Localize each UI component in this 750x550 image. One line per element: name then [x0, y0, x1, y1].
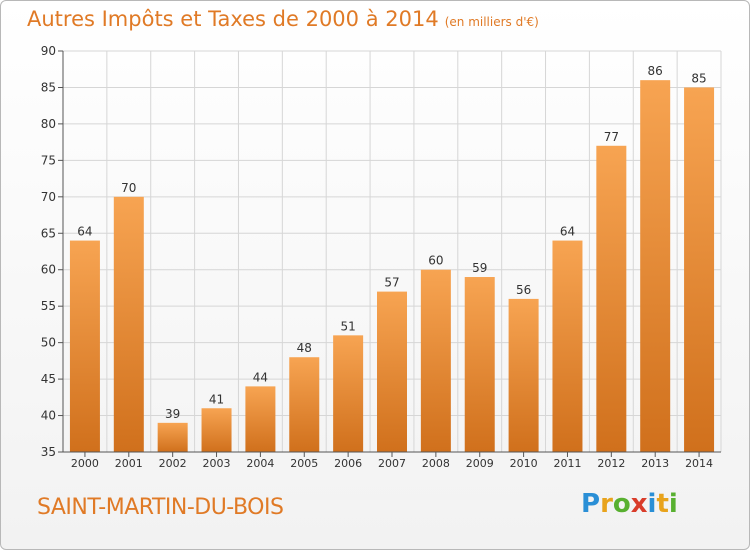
x-tick-label: 2009 — [466, 457, 494, 470]
x-tick-label: 2007 — [378, 457, 406, 470]
data-label: 85 — [691, 71, 706, 85]
y-tick-label: 85 — [41, 80, 56, 94]
x-tick-label: 2008 — [422, 457, 450, 470]
y-tick-label: 75 — [41, 153, 56, 167]
bar-2000 — [69, 240, 100, 452]
bar-2006 — [333, 335, 364, 452]
x-tick-label: 2004 — [246, 457, 274, 470]
y-tick-label: 65 — [41, 226, 56, 240]
x-tick-label: 2001 — [115, 457, 143, 470]
bar-2001 — [113, 196, 144, 452]
chart-title-text: Autres Impôts et Taxes de 2000 à 2014 — [27, 7, 439, 31]
x-tick-label: 2006 — [334, 457, 362, 470]
x-tick-label: 2010 — [510, 457, 538, 470]
data-label: 41 — [209, 392, 224, 406]
chart-subtitle: (en milliers d'€) — [444, 15, 539, 29]
bar-2005 — [289, 357, 320, 452]
x-tick-label: 2011 — [553, 457, 581, 470]
bar-2008 — [420, 269, 451, 452]
bar-2013 — [640, 80, 671, 452]
bar-2004 — [245, 386, 276, 452]
data-label: 44 — [253, 370, 268, 384]
x-tick-label: 2013 — [641, 457, 669, 470]
brand-letter: i — [668, 489, 678, 519]
bar-2007 — [377, 291, 407, 452]
data-label: 57 — [384, 276, 399, 290]
bar-2014 — [684, 87, 715, 453]
data-label: 56 — [516, 283, 531, 297]
x-tick-label: 2003 — [203, 457, 231, 470]
brand-letter: r — [600, 489, 613, 519]
y-tick-label: 40 — [41, 409, 56, 423]
bar-2012 — [596, 145, 627, 453]
brand-letter: x — [630, 489, 648, 519]
data-label: 70 — [121, 181, 136, 195]
brand-letter: t — [656, 489, 669, 519]
y-tick-label: 55 — [41, 299, 56, 313]
brand-letter: o — [612, 489, 631, 519]
bar-2009 — [464, 277, 495, 452]
x-tick-label: 2002 — [159, 457, 187, 470]
y-tick-label: 80 — [41, 117, 56, 131]
y-tick-label: 90 — [41, 44, 56, 58]
commune-name: SAINT-MARTIN-DU-BOIS — [37, 495, 284, 520]
proxiti-logo[interactable]: Proxiti — [581, 489, 678, 525]
y-tick-label: 45 — [41, 372, 56, 386]
bar-2010 — [508, 298, 539, 452]
axes: 35 40 45 50 55 60 65 70 75 80 85 90 2000 2001 2002 2003… — [41, 44, 721, 470]
bar-2003 — [201, 408, 232, 452]
data-label: 59 — [472, 261, 487, 275]
data-label: 64 — [560, 225, 575, 239]
data-label: 77 — [604, 130, 619, 144]
y-tick-label: 35 — [41, 445, 56, 459]
bars — [69, 80, 715, 453]
data-labels: 64 70 39 41 44 48 51 57 60 59 56 64 77 86 85 — [77, 64, 706, 421]
x-tick-label: 2014 — [685, 457, 713, 470]
data-label: 39 — [165, 407, 180, 421]
bar-2002 — [157, 422, 188, 452]
y-tick-label: 70 — [41, 190, 56, 204]
brand-letter: i — [647, 489, 657, 519]
x-tick-label: 2005 — [290, 457, 318, 470]
x-tick-label: 2000 — [71, 457, 99, 470]
x-tick-label: 2012 — [597, 457, 625, 470]
data-label: 48 — [297, 341, 312, 355]
bar-2011 — [552, 240, 583, 452]
brand-letter: P — [581, 489, 601, 519]
chart-title: Autres Impôts et Taxes de 2000 à 2014 (en… — [27, 7, 539, 31]
y-tick-label: 60 — [41, 263, 56, 277]
data-label: 86 — [648, 64, 663, 78]
y-tick-label: 50 — [41, 336, 56, 350]
data-label: 60 — [428, 254, 443, 268]
data-label: 64 — [77, 225, 92, 239]
data-label: 51 — [340, 319, 355, 333]
